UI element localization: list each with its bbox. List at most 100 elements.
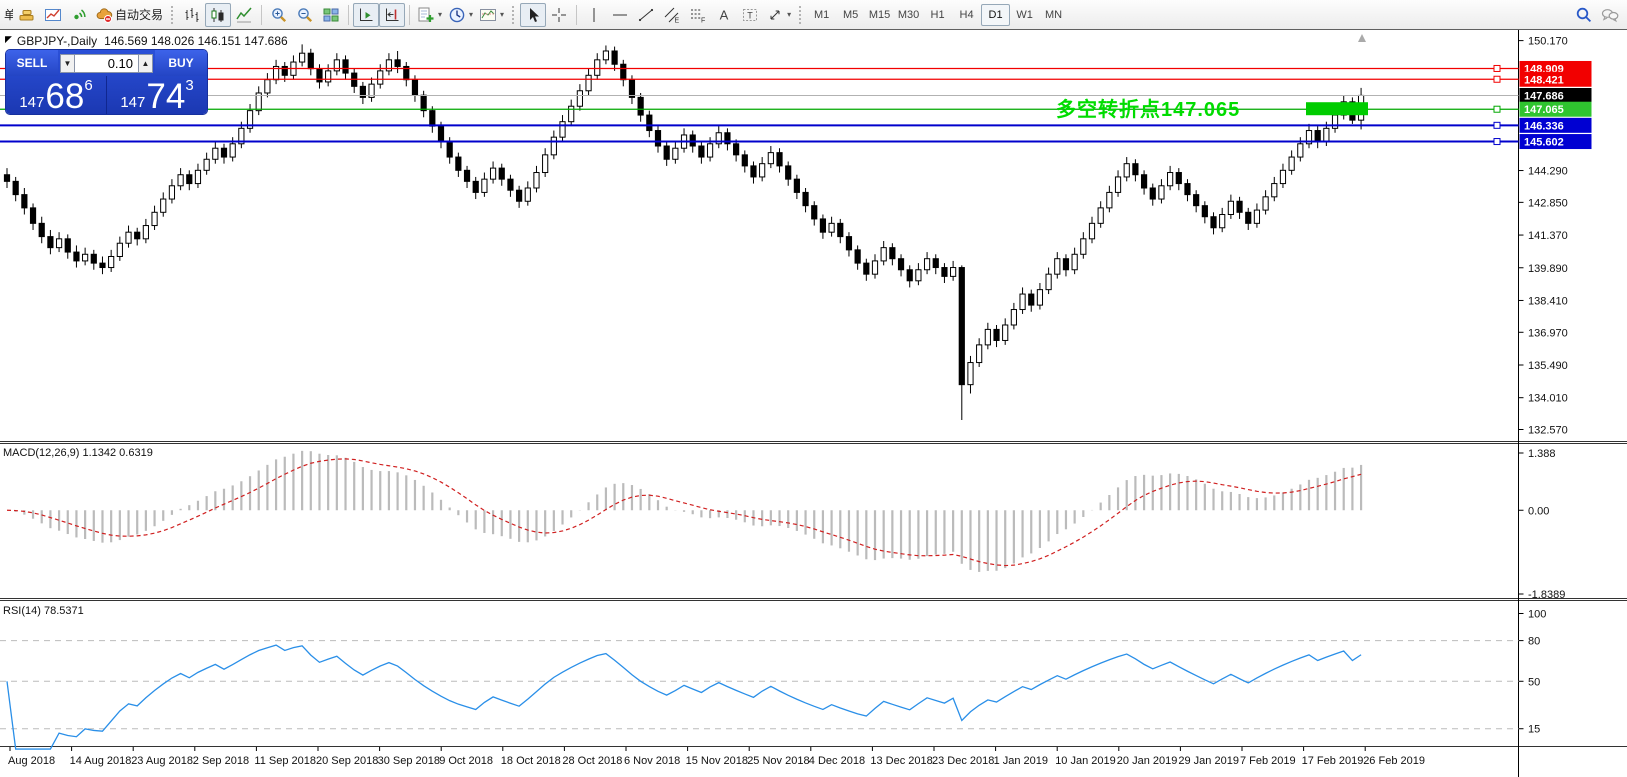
vertical-line-button[interactable] [581,3,607,27]
candlestick-type-button[interactable] [205,2,232,27]
chevron-down-icon: ▾ [438,10,443,19]
svg-text:2 Sep 2018: 2 Sep 2018 [193,755,249,767]
svg-text:147.686: 147.686 [1524,90,1564,102]
toolbar-grip [512,5,515,24]
svg-text:1.388: 1.388 [1528,448,1556,460]
timeframe-button-H1[interactable]: H1 [930,8,945,21]
svg-text:13 Dec 2018: 13 Dec 2018 [870,755,932,767]
svg-text:26 Feb 2019: 26 Feb 2019 [1363,755,1425,767]
timeframe-button-H4[interactable]: H4 [959,8,974,21]
chart-title: ◤ GBPJPY-,Daily 146.569 148.026 146.151 … [5,34,288,48]
symbol-period-label: GBPJPY-,Daily [16,34,98,48]
search-button[interactable] [1571,3,1597,27]
svg-text:25 Nov 2018: 25 Nov 2018 [747,755,809,767]
chart-menu-icon[interactable]: ◤ [5,34,12,44]
svg-text:29 Jan 2019: 29 Jan 2019 [1178,755,1239,767]
buy-button[interactable]: BUY [155,50,207,76]
timeframe-button-MN[interactable]: MN [1045,8,1063,21]
auto-scroll-button[interactable] [353,2,380,27]
svg-text:F: F [701,17,705,24]
svg-text:138.410: 138.410 [1528,295,1568,307]
svg-text:T: T [747,10,753,20]
sell-price-big: 68 [45,77,85,114]
timeframe-button-D1[interactable]: D1 [981,3,1011,26]
svg-text:142.850: 142.850 [1528,197,1568,209]
bar-chart-type-button[interactable] [179,3,205,27]
zoom-in-button[interactable] [266,3,292,27]
periods-button[interactable]: ▾ [445,3,476,27]
svg-text:11 Sep 2018: 11 Sep 2018 [254,755,316,767]
sell-button[interactable]: SELL [6,50,58,76]
timeframe-button-W1[interactable]: W1 [1016,8,1033,21]
timeframe-button-M15[interactable]: M15 [868,8,891,21]
chevron-down-icon: ▾ [500,10,505,19]
buy-price-prefix: 147 [120,93,146,111]
svg-text:10 Jan 2019: 10 Jan 2019 [1055,755,1116,767]
equidistant-channel-button[interactable]: E [659,3,685,27]
line-chart-type-button[interactable] [231,3,257,27]
buy-price-big: 74 [146,77,186,114]
svg-text:14 Aug 2018: 14 Aug 2018 [70,755,132,767]
lot-increase-button[interactable]: ▲ [138,53,153,73]
crosshair-button[interactable] [546,3,572,27]
svg-text:100: 100 [1528,608,1546,620]
svg-text:134.010: 134.010 [1528,393,1568,405]
svg-text:20 Jan 2019: 20 Jan 2019 [1117,755,1178,767]
svg-text:150.170: 150.170 [1528,36,1568,48]
timeframe-button-M1[interactable]: M1 [813,8,830,21]
one-click-trading-panel: SELL ▼ 0.10 ▲ BUY 147 68 6 147 74 3 [6,50,207,114]
new-order-button[interactable]: 单 [1,3,14,27]
svg-text:15 Nov 2018: 15 Nov 2018 [686,755,748,767]
indicators-button[interactable]: ▾ [414,3,445,27]
market-window-icon[interactable] [40,3,66,27]
svg-text:20 Sep 2018: 20 Sep 2018 [316,755,378,767]
svg-text:135.490: 135.490 [1528,360,1568,372]
lot-size-value[interactable]: 0.10 [75,53,138,73]
svg-text:148.421: 148.421 [1524,74,1564,86]
svg-text:145.602: 145.602 [1524,137,1564,149]
svg-text:15: 15 [1528,724,1540,736]
svg-text:146.336: 146.336 [1524,120,1564,132]
autotrading-button[interactable]: 自动交易 [92,3,166,27]
zoom-out-button[interactable] [292,3,318,27]
sell-price-prefix: 147 [19,93,45,111]
chat-button[interactable] [1597,3,1623,27]
horizontal-line-button[interactable] [607,3,633,27]
annotation-text[interactable]: 多空转折点147.065 [1056,99,1241,121]
text-button[interactable]: A [711,3,737,27]
svg-text:139.890: 139.890 [1528,263,1568,275]
svg-text:4 Dec 2018: 4 Dec 2018 [809,755,865,767]
svg-text:-1.8389: -1.8389 [1528,589,1565,601]
timeframe-button-M30[interactable]: M30 [897,8,920,21]
tile-windows-button[interactable] [318,3,344,27]
svg-text:7 Feb 2019: 7 Feb 2019 [1240,755,1296,767]
text-label-button[interactable]: T [737,3,763,27]
toolbar-separator [409,4,411,25]
trendline-button[interactable] [633,3,659,27]
toolbar-grip [171,5,174,24]
cursor-button[interactable] [520,2,547,27]
timeframe-button-M5[interactable]: M5 [842,8,859,21]
toolbar: 单 自动交易 ▾ ▾ ▾ E F A T ▾ M1 M5 M15 M30 H1 H4 D1 W1 MN [0,0,1627,30]
gold-chart-icon[interactable] [14,3,40,27]
sell-price[interactable]: 147 68 6 [6,76,106,114]
svg-text:144.290: 144.290 [1528,166,1568,178]
lot-decrease-button[interactable]: ▼ [60,53,75,73]
svg-text:9 Oct 2018: 9 Oct 2018 [439,755,493,767]
ohlc-values: 146.569 148.026 146.151 147.686 [104,34,288,48]
chevron-down-icon: ▾ [787,10,792,19]
signals-icon[interactable] [66,3,92,27]
svg-text:141.370: 141.370 [1528,230,1568,242]
fibonacci-button[interactable]: F [685,3,711,27]
toolbar-separator [261,4,263,25]
svg-text:147.065: 147.065 [1524,104,1564,116]
rsi-indicator-label: RSI(14) 78.5371 [3,605,84,617]
arrows-button[interactable]: ▾ [763,3,794,27]
chart-shift-button[interactable] [379,2,406,27]
templates-button[interactable]: ▾ [476,3,507,27]
svg-text:136.970: 136.970 [1528,327,1568,339]
buy-price[interactable]: 147 74 3 [106,76,207,114]
buy-price-pip: 3 [185,77,194,94]
